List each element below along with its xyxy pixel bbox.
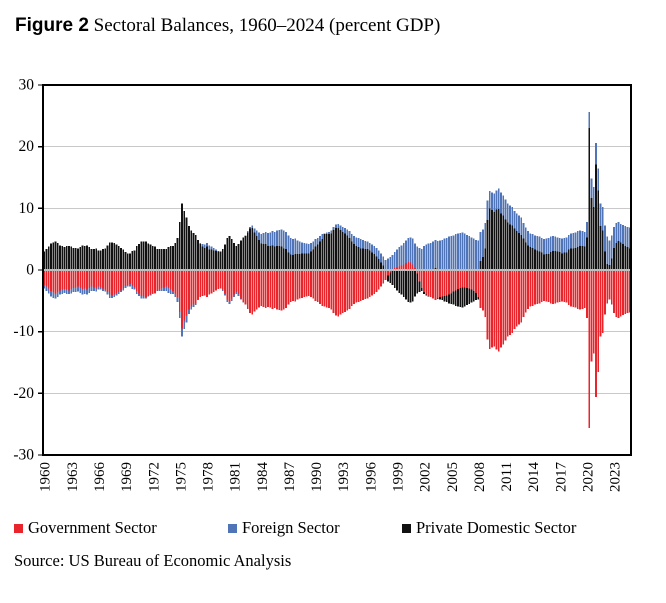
series-government-sector xyxy=(43,261,631,428)
svg-text:1963: 1963 xyxy=(65,462,81,492)
svg-text:2014: 2014 xyxy=(526,462,542,493)
legend-item-private: Private Domestic Sector xyxy=(402,518,576,538)
svg-text:2011: 2011 xyxy=(499,462,515,491)
svg-text:2017: 2017 xyxy=(553,462,569,493)
private-domestic-sector-swatch xyxy=(402,524,411,533)
svg-text:1972: 1972 xyxy=(146,462,162,492)
chart-legend: Government Sector Foreign Sector Private… xyxy=(0,518,666,540)
legend-label-private: Private Domestic Sector xyxy=(416,518,577,537)
svg-text:-30: -30 xyxy=(13,447,34,464)
svg-text:1984: 1984 xyxy=(255,462,271,493)
svg-text:1993: 1993 xyxy=(336,462,352,492)
svg-text:20: 20 xyxy=(19,138,35,155)
svg-text:2023: 2023 xyxy=(608,462,624,492)
figure-title: Figure 2 Sectoral Balances, 1960–2024 (p… xyxy=(15,15,440,37)
svg-text:1975: 1975 xyxy=(173,462,189,492)
svg-text:10: 10 xyxy=(19,200,35,217)
series-foreign-sector xyxy=(43,112,631,337)
source-note: Source: US Bureau of Economic Analysis xyxy=(14,551,292,570)
svg-text:1960: 1960 xyxy=(38,462,54,492)
svg-text:1981: 1981 xyxy=(228,462,244,492)
svg-text:-10: -10 xyxy=(13,323,34,340)
svg-text:0: 0 xyxy=(26,262,34,279)
svg-text:-20: -20 xyxy=(13,385,34,402)
legend-label-government: Government Sector xyxy=(28,518,157,537)
foreign-sector-swatch xyxy=(228,524,237,533)
svg-text:1966: 1966 xyxy=(92,462,108,493)
svg-text:1969: 1969 xyxy=(119,462,135,492)
svg-text:1990: 1990 xyxy=(309,462,325,492)
government-sector-swatch xyxy=(14,524,23,533)
series-private-domestic-sector xyxy=(43,128,631,308)
figure-number-label: Figure 2 xyxy=(15,15,89,36)
figure-title-text: Sectoral Balances, 1960–2024 (percent GD… xyxy=(93,15,441,36)
svg-text:2005: 2005 xyxy=(445,462,461,492)
svg-text:2002: 2002 xyxy=(418,462,434,492)
svg-text:2020: 2020 xyxy=(580,462,596,492)
svg-text:2008: 2008 xyxy=(472,462,488,492)
legend-label-foreign: Foreign Sector xyxy=(242,518,340,537)
svg-text:1999: 1999 xyxy=(391,462,407,492)
svg-text:30: 30 xyxy=(19,77,35,94)
svg-text:1978: 1978 xyxy=(201,462,217,492)
legend-item-foreign: Foreign Sector xyxy=(228,518,340,538)
svg-text:1987: 1987 xyxy=(282,462,298,493)
svg-text:1996: 1996 xyxy=(363,462,379,493)
legend-item-government: Government Sector xyxy=(14,518,157,538)
